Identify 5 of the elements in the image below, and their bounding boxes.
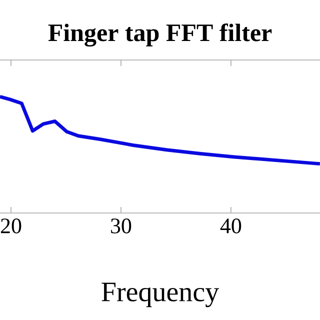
x-tick-label: 20 [0,218,22,234]
chart-title: Finger tap FFT filter [48,23,272,47]
x-axis-title: Frequency [102,282,219,308]
x-tick-label: 40 [220,218,242,234]
x-tick-label: 30 [111,218,132,234]
